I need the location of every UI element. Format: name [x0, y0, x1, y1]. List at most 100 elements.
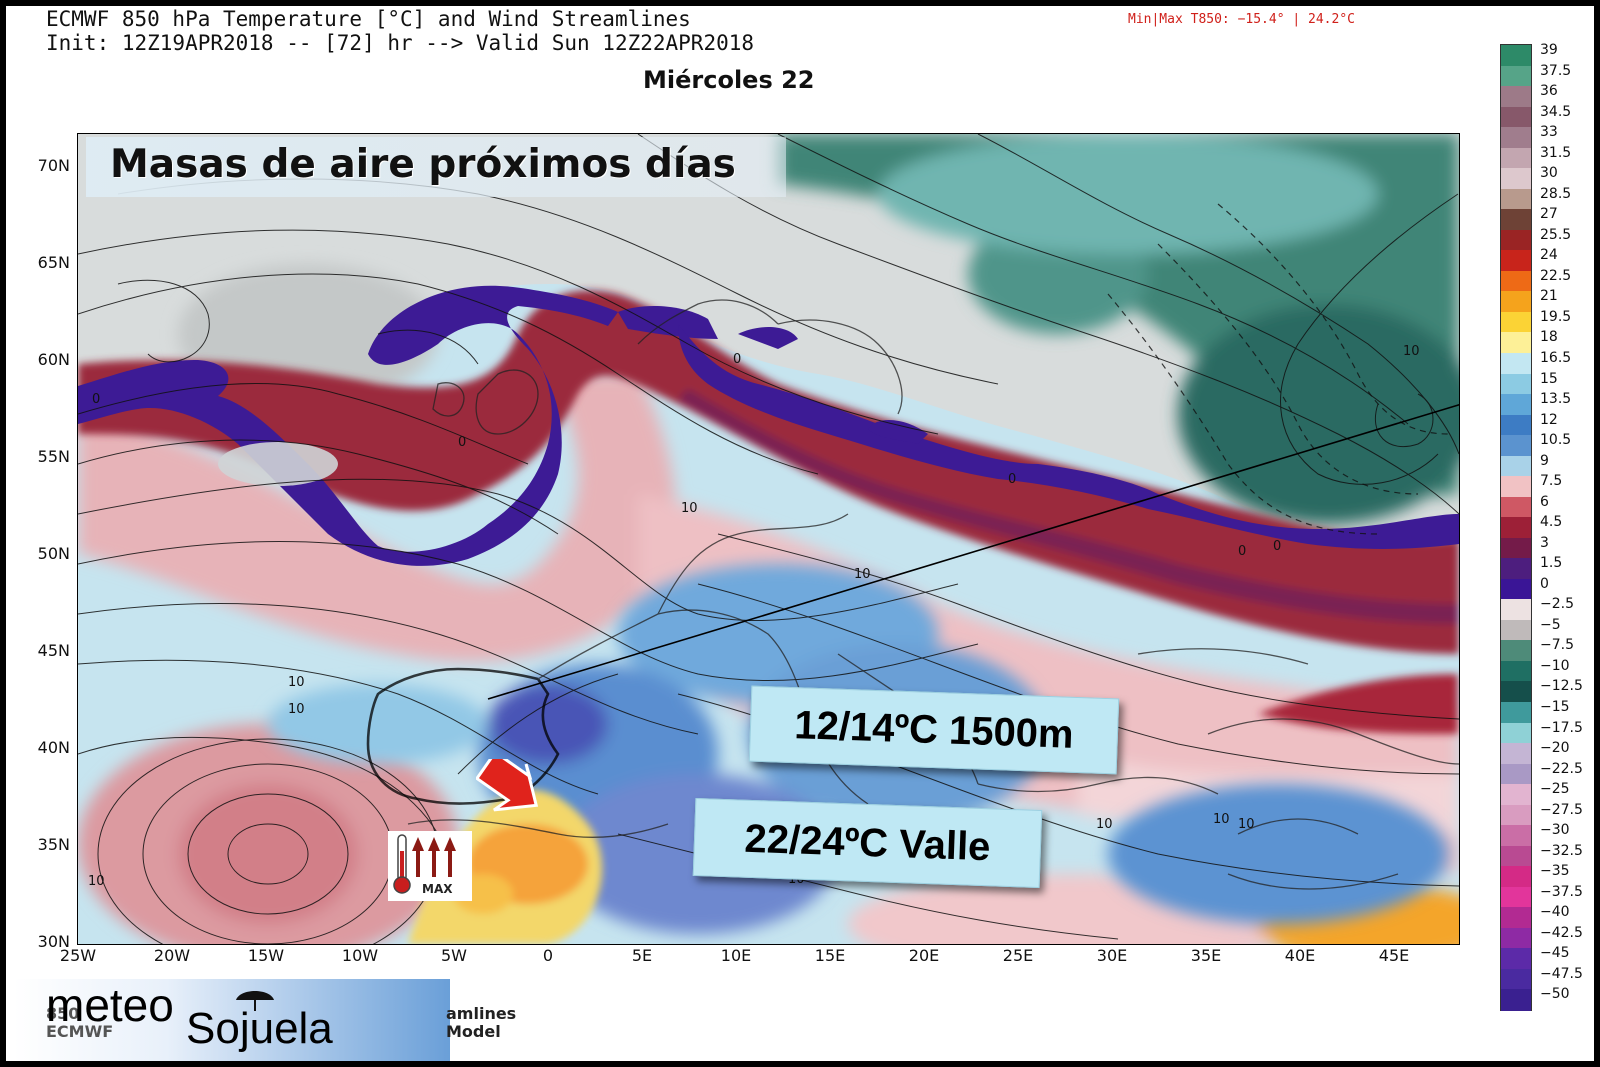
colorbar-segment — [1501, 825, 1531, 847]
contour-label: 10 — [681, 501, 698, 516]
lon-tick: 20E — [908, 946, 940, 965]
colorbar — [1500, 44, 1532, 1011]
contour-label: 0 — [458, 435, 467, 450]
colorbar-segment — [1501, 168, 1531, 190]
colorbar-segment — [1501, 414, 1531, 436]
colorbar-segment — [1501, 681, 1531, 703]
colorbar-tick: −2.5 — [1540, 596, 1574, 613]
colorbar-tick: 10.5 — [1540, 432, 1572, 449]
header-line-1: ECMWF 850 hPa Temperature [°C] and Wind … — [46, 7, 691, 31]
colorbar-segment — [1501, 948, 1531, 970]
logo-panel — [14, 979, 450, 1061]
colorbar-segment — [1501, 250, 1531, 272]
lon-tick: 10E — [720, 946, 752, 965]
coastlines — [366, 299, 1459, 890]
contour-label: 10 — [288, 702, 305, 717]
frontal-band — [78, 290, 1459, 734]
lat-tick: 70N — [37, 156, 70, 175]
colorbar-segment — [1501, 845, 1531, 867]
lat-tick: 60N — [37, 350, 70, 369]
contour-label: 10 — [854, 567, 871, 582]
colorbar-segment — [1501, 968, 1531, 991]
colorbar-segment — [1501, 496, 1531, 518]
colorbar-segment — [1501, 927, 1531, 949]
colorbar-segment — [1501, 270, 1531, 292]
colorbar-tick: 28.5 — [1540, 185, 1572, 202]
map-title-box — [86, 137, 786, 197]
colorbar-tick: −20 — [1540, 740, 1570, 757]
colorbar-tick: 37.5 — [1540, 62, 1572, 79]
lon-tick: 5E — [631, 946, 653, 965]
lat-tick: 30N — [37, 932, 70, 951]
day-label: Miércoles 22 — [643, 66, 815, 94]
ghost-text: ECMWF — [46, 1022, 114, 1041]
colorbar-segment — [1501, 45, 1531, 67]
colorbar-tick: 24 — [1540, 247, 1558, 264]
colorbar-tick: −17.5 — [1540, 719, 1583, 736]
colorbar-tick: −30 — [1540, 822, 1570, 839]
altitude-temperature-label: 12/14ºC 1500m — [748, 685, 1120, 775]
lon-tick: 20W — [153, 946, 191, 965]
colorbar-segment — [1501, 455, 1531, 477]
colorbar-tick: −35 — [1540, 863, 1570, 880]
colorbar-tick: 39 — [1540, 42, 1558, 58]
umbrella-icon — [236, 991, 274, 1011]
colorbar-segment — [1501, 229, 1531, 251]
lon-tick: 35E — [1190, 946, 1222, 965]
colorbar-tick: 19.5 — [1540, 308, 1572, 325]
lon-tick: 25W — [59, 946, 97, 965]
contour-label: 10 — [1238, 817, 1255, 832]
logo-sojuela: Sojuela — [186, 1004, 333, 1053]
colorbar-tick: 34.5 — [1540, 103, 1572, 120]
colorbar-segment — [1501, 804, 1531, 826]
lon-tick: 30E — [1096, 946, 1128, 965]
colorbar-tick: −5 — [1540, 616, 1561, 633]
colorbar-tick: 3 — [1540, 534, 1549, 551]
colorbar-segment — [1501, 311, 1531, 334]
colorbar-tick: 22.5 — [1540, 267, 1572, 284]
contour-label: 10 — [1096, 817, 1113, 832]
colorbar-tick: −50 — [1540, 986, 1570, 1003]
colorbar-tick: −12.5 — [1540, 678, 1583, 695]
colorbar-segment — [1501, 476, 1531, 498]
ghost-text: Model — [446, 1022, 501, 1041]
lon-tick: 45E — [1378, 946, 1410, 965]
colorbar-tick: −32.5 — [1540, 842, 1583, 859]
colorbar-segment — [1501, 65, 1531, 87]
colorbar-segment — [1501, 106, 1531, 128]
colorbar-segment — [1501, 886, 1531, 908]
colorbar-segment — [1501, 517, 1531, 539]
max-label: MAX — [422, 882, 453, 896]
colorbar-tick: 27 — [1540, 206, 1558, 223]
colorbar-tick: 0 — [1540, 575, 1549, 592]
lat-tick: 45N — [37, 641, 70, 660]
colorbar-segment — [1501, 332, 1531, 354]
colorbar-segment — [1501, 619, 1531, 642]
colorbar-segment — [1501, 394, 1531, 416]
lat-tick: 50N — [37, 544, 70, 563]
colorbar-tick: −22.5 — [1540, 760, 1583, 777]
lon-tick: 10W — [341, 946, 379, 965]
colorbar-segment — [1501, 784, 1531, 806]
uk-cold-hole — [218, 442, 338, 486]
colorbar-segment — [1501, 373, 1531, 395]
minmax-readout: Min|Max T850: −15.4° | 24.2°C — [1128, 12, 1355, 27]
dashed-isotherms — [1107, 203, 1449, 535]
colorbar-segment — [1501, 743, 1531, 765]
colorbar-tick: 7.5 — [1540, 473, 1563, 490]
colorbar-segment — [1501, 989, 1531, 1011]
ghost-text: amlines — [446, 1004, 517, 1023]
colorbar-segment — [1501, 866, 1531, 888]
colorbar-tick: −40 — [1540, 904, 1570, 921]
pointer-line — [487, 403, 1459, 700]
contour-label: 10 — [1213, 812, 1230, 827]
colorbar-segment — [1501, 558, 1531, 580]
colorbar-tick: 15 — [1540, 370, 1558, 387]
ghost-text: 850 — [46, 1004, 80, 1023]
colorbar-segment — [1501, 599, 1531, 621]
colorbar-tick: 25.5 — [1540, 226, 1572, 243]
contour-label: 0 — [1008, 472, 1017, 487]
colorbar-tick: 18 — [1540, 329, 1558, 346]
arrow-icon — [476, 759, 539, 812]
valley-temperature-label: 22/24ºC Valle — [692, 797, 1043, 889]
